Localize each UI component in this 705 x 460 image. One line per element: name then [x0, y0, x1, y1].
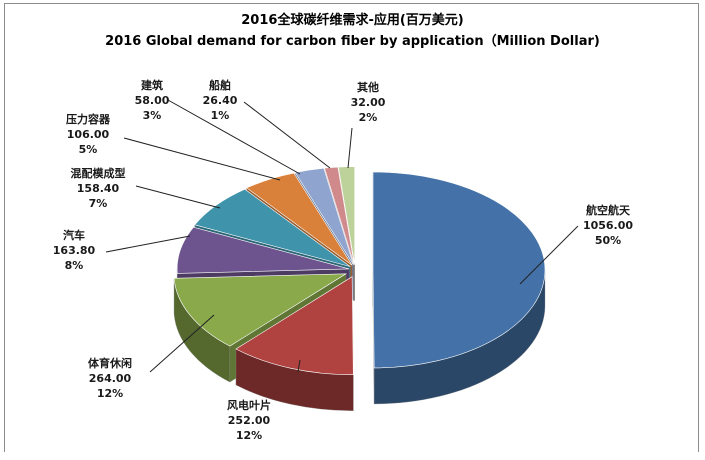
label-category-4: 混配模成型	[71, 166, 126, 180]
slice-7	[324, 166, 355, 265]
data-labels: 航空航天 1056.00 50% 风电叶片 252.00 12% 体育休闲 264.00 12%…	[53, 78, 634, 442]
label-percent-3: 8%	[65, 259, 84, 272]
chart-title: 2016全球碳纤维需求-应用(百万美元)	[241, 13, 464, 28]
label-percent-6: 3%	[143, 109, 162, 122]
label-percent-8: 2%	[359, 111, 378, 124]
label-value-6: 58.00	[135, 94, 170, 107]
leader-line-2	[149, 314, 215, 373]
label-category-3: 汽车	[63, 228, 85, 242]
label-value-2: 264.00	[89, 372, 132, 385]
slice-5	[246, 172, 353, 266]
label-value-5: 106.00	[67, 128, 110, 141]
label-category-8: 其他	[357, 80, 379, 94]
leader-line-3	[105, 235, 191, 253]
leader-line-4	[135, 185, 221, 209]
pie-tops	[173, 166, 546, 376]
label-category-6: 建筑	[141, 78, 163, 92]
label-percent-0: 50%	[595, 234, 621, 247]
slice-6	[294, 167, 354, 265]
label-value-4: 158.40	[77, 182, 120, 195]
label-value-0: 1056.00	[583, 219, 633, 232]
label-percent-2: 12%	[97, 387, 123, 400]
slice-4	[194, 188, 351, 267]
label-percent-4: 7%	[89, 197, 108, 210]
leader-line-7	[243, 101, 331, 169]
slice-0	[372, 171, 546, 369]
label-category-7: 船舶	[209, 78, 231, 92]
leader-line-6	[167, 99, 301, 175]
label-value-1: 252.00	[228, 414, 271, 427]
leader-lines	[105, 99, 579, 373]
label-value-8: 32.00	[351, 96, 386, 109]
slice-1	[235, 276, 354, 376]
leader-line-1	[297, 359, 301, 373]
label-value-7: 26.40	[203, 94, 238, 107]
chart-subtitle: 2016 Global demand for carbon fiber by a…	[105, 34, 600, 49]
label-category-2: 体育休闲	[88, 356, 132, 370]
label-percent-7: 1%	[211, 109, 230, 122]
label-category-0: 航空航天	[586, 203, 631, 217]
leader-line-8	[347, 127, 353, 169]
label-category-1: 风电叶片	[227, 398, 271, 412]
leader-line-5	[123, 137, 281, 181]
label-category-5: 压力容器	[66, 112, 111, 126]
slice-8	[338, 166, 356, 265]
leader-line-0	[519, 225, 579, 285]
bottom-strip	[0, 452, 705, 460]
label-percent-5: 5%	[79, 143, 98, 156]
label-percent-1: 12%	[236, 429, 262, 442]
slice-3	[176, 226, 350, 274]
slice-2	[173, 273, 348, 347]
label-value-3: 163.80	[53, 244, 96, 257]
